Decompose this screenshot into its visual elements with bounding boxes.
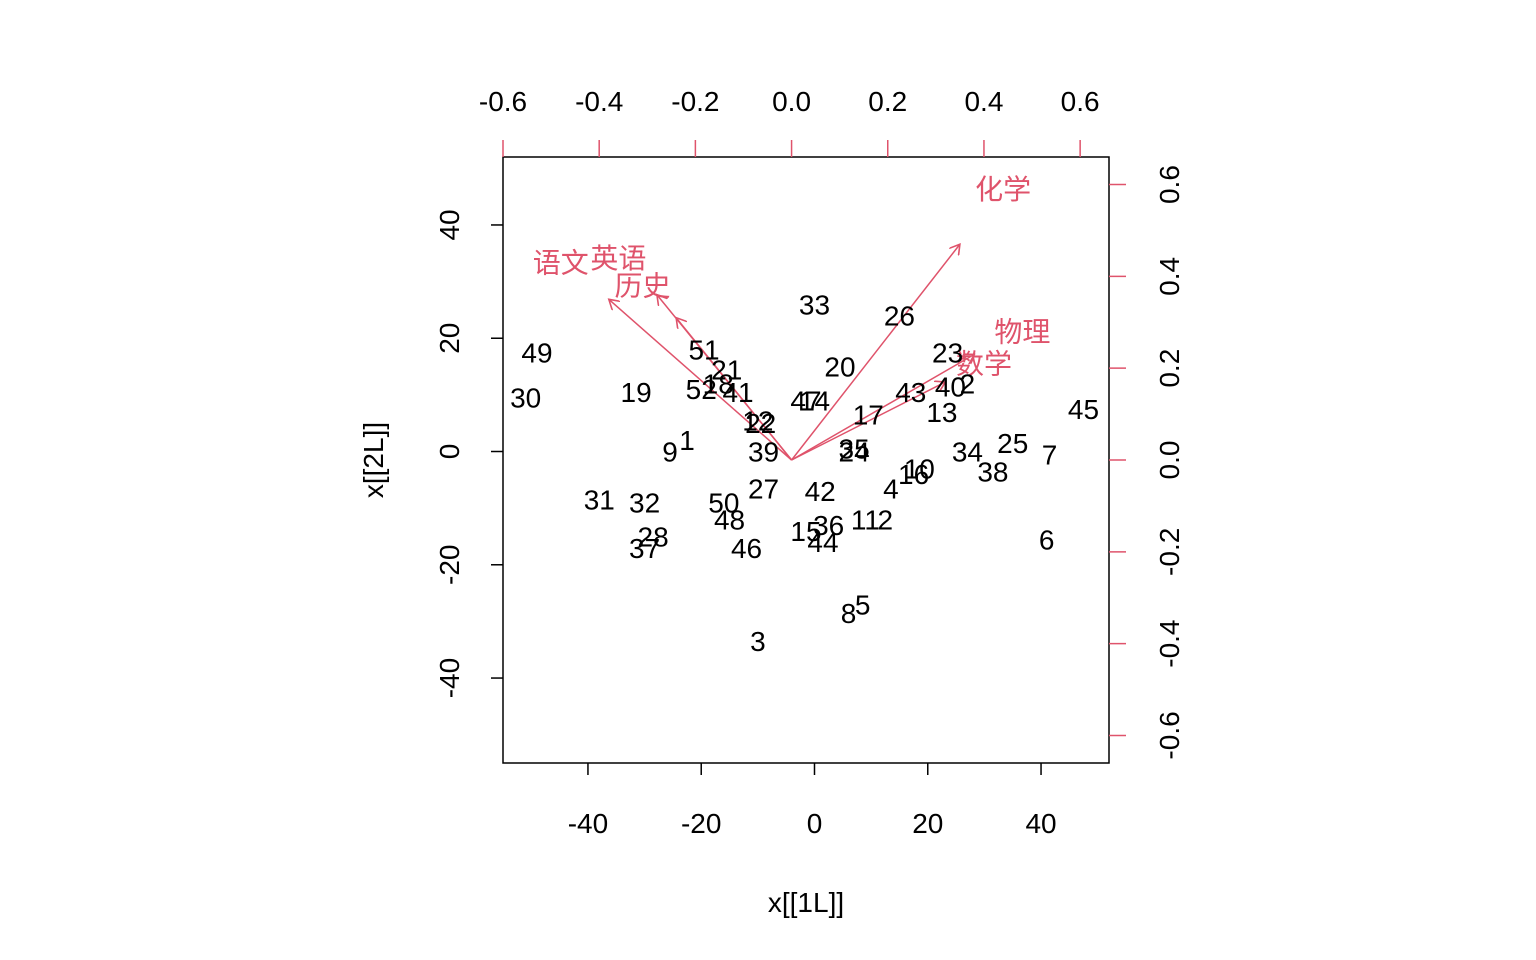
point-label: 39 [748,437,779,468]
loading-arrow [791,354,975,461]
loading-arrow [676,318,793,461]
point-label: 48 [714,504,745,535]
point-label: 9 [662,437,678,468]
point-label: 3 [750,626,766,657]
point-label: 4 [883,473,899,504]
loading-label: 历史 [614,270,670,303]
point-label: 22 [745,408,776,439]
point-label: 38 [977,456,1008,487]
point-label: 46 [731,533,762,564]
right-tick-label: -0.2 [1154,528,1185,576]
right-tick-label: -0.4 [1154,620,1185,668]
loading-label: 语文 [533,247,589,280]
loading-arrow [791,382,946,461]
point-label: 1 [679,425,695,456]
point-label: 13 [926,397,957,428]
loading-label: 化学 [975,173,1031,206]
point-label: 40 [935,371,966,402]
point-label: 5 [855,589,871,620]
point-label: 33 [799,289,830,320]
point-label: 44 [807,527,838,558]
x-tick-label: 0 [807,808,823,839]
point-label: 51 [688,335,719,366]
point-label: 52 [686,374,717,405]
point-label: 7 [1042,439,1058,470]
point-label: 49 [521,337,552,368]
point-label: 20 [824,352,855,383]
point-label: 41 [722,377,753,408]
x-tick-label: 20 [912,808,943,839]
top-tick-label: -0.2 [671,86,719,117]
left-axis: -40 -20 0 20 40 [434,209,503,698]
loading-label: 英语 [590,242,646,275]
point-label: 35 [839,434,870,465]
y-tick-label: 40 [434,209,465,240]
top-tick-label: 0.2 [868,86,907,117]
point-label: 19 [621,377,652,408]
right-tick-label: -0.6 [1154,711,1185,759]
point-label: 25 [997,428,1028,459]
y-tick-label: 20 [434,323,465,354]
point-label: 50 [708,487,739,518]
point-label: 34 [952,437,983,468]
x-axis-title: x[[1L]] [768,887,844,918]
y-tick-label: -40 [434,658,465,698]
right-axis: -0.6 -0.4 -0.2 0.0 0.2 0.4 0.6 [1109,165,1185,760]
point-label: 6 [1039,524,1055,555]
point-label: 37 [629,533,660,564]
point-label: 2 [878,504,894,535]
top-axis: -0.6 -0.4 -0.2 0.0 0.2 0.4 0.6 [479,86,1100,157]
x-tick-label: 40 [1025,808,1056,839]
right-tick-label: 0.0 [1154,441,1185,480]
point-label: 42 [805,476,836,507]
point-label: 23 [932,337,963,368]
point-label: 18 [703,369,734,400]
right-tick-label: 0.4 [1154,257,1185,296]
point-label: 21 [711,354,742,385]
top-tick-label: -0.4 [575,86,623,117]
loading-arrow [609,299,793,461]
loading-label: 物理 [994,315,1050,348]
point-label: 10 [904,453,935,484]
point-label: 17 [853,400,884,431]
y-tick-label: -20 [434,545,465,585]
point-label: 47 [790,386,821,417]
loading-label: 数学 [956,348,1012,381]
point-label: 36 [813,510,844,541]
point-label: 31 [584,485,615,516]
right-tick-label: 0.6 [1154,165,1185,204]
y-axis-title: x[[2L]] [358,422,389,498]
point-label: 32 [629,487,660,518]
top-tick-label: 0.0 [772,86,811,117]
point-label: 26 [884,301,915,332]
point-label: 30 [510,383,541,414]
point-label: 24 [839,437,870,468]
point-label: 14 [799,386,830,417]
point-label: 11 [851,504,880,535]
point-label: 28 [638,521,669,552]
point-label: 12 [742,405,773,436]
loading-arrow [790,244,960,461]
point-label: 15 [790,516,821,547]
point-label: 16 [898,459,929,490]
right-tick-label: 0.2 [1154,349,1185,388]
point-label: 2 [960,369,976,400]
point-label: 43 [895,377,926,408]
point-label: 27 [748,473,779,504]
top-tick-label: 0.4 [964,86,1003,117]
top-tick-label: 0.6 [1061,86,1100,117]
point-label: 8 [841,598,857,629]
x-tick-label: -20 [681,808,721,839]
x-tick-label: -40 [568,808,608,839]
top-tick-label: -0.6 [479,86,527,117]
y-tick-label: 0 [434,444,465,460]
point-label: 45 [1068,394,1099,425]
bottom-axis: -40 -20 0 20 40 [568,763,1057,839]
